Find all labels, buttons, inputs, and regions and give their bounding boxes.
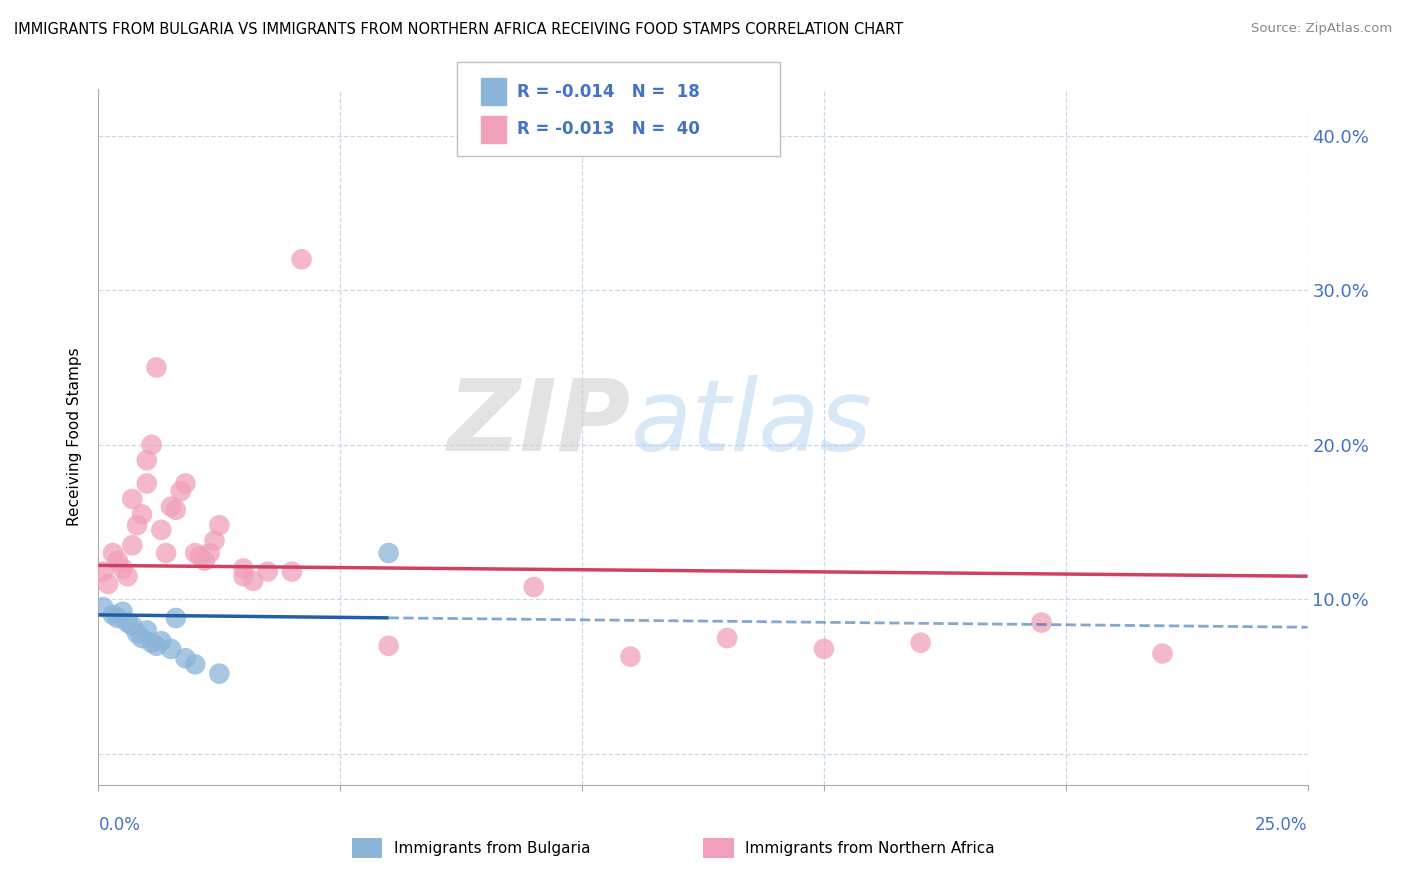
Text: 25.0%: 25.0% (1256, 816, 1308, 834)
Point (121, 618, 143, 632)
Point (256, 565, 278, 579)
Point (111, 605, 134, 619)
Text: ZIP: ZIP (447, 375, 630, 472)
Point (208, 666, 231, 681)
Point (117, 569, 139, 583)
Text: IMMIGRANTS FROM BULGARIA VS IMMIGRANTS FROM NORTHERN AFRICA RECEIVING FOOD STAMP: IMMIGRANTS FROM BULGARIA VS IMMIGRANTS F… (14, 22, 903, 37)
Point (97, 577, 120, 591)
Point (150, 523, 173, 537)
Point (208, 518, 231, 533)
Text: Immigrants from Northern Africa: Immigrants from Northern Africa (745, 841, 995, 855)
Text: R = -0.013   N =  40: R = -0.013 N = 40 (517, 120, 700, 138)
Point (91, 600, 114, 615)
Point (111, 561, 134, 575)
Point (290, 252, 312, 267)
Point (117, 615, 139, 630)
Point (150, 634, 173, 648)
Point (910, 636, 932, 650)
Point (198, 546, 221, 560)
Point (135, 476, 157, 491)
Point (131, 508, 153, 522)
Point (619, 649, 641, 664)
Point (184, 657, 207, 672)
Point (127, 626, 149, 640)
Point (184, 546, 207, 560)
Point (155, 546, 177, 560)
Text: R = -0.014   N =  18: R = -0.014 N = 18 (517, 83, 700, 101)
Text: Source: ZipAtlas.com: Source: ZipAtlas.com (1251, 22, 1392, 36)
Point (1031, 615, 1053, 630)
Point (174, 476, 197, 491)
Point (232, 561, 254, 575)
Point (242, 574, 264, 588)
Point (107, 554, 129, 568)
Point (160, 641, 183, 656)
Point (377, 639, 399, 653)
Point (135, 453, 157, 467)
Point (131, 631, 153, 645)
Point (281, 565, 304, 579)
Point (121, 538, 143, 552)
Point (204, 533, 226, 548)
Point (165, 502, 187, 516)
Point (165, 611, 187, 625)
Point (127, 518, 149, 533)
Text: atlas: atlas (630, 375, 872, 472)
Point (188, 549, 211, 563)
Point (101, 607, 124, 622)
Point (145, 360, 167, 375)
Point (232, 569, 254, 583)
Point (160, 500, 183, 514)
Y-axis label: Receiving Food Stamps: Receiving Food Stamps (67, 348, 83, 526)
Point (141, 636, 163, 650)
Point (107, 611, 129, 625)
Text: Immigrants from Bulgaria: Immigrants from Bulgaria (394, 841, 591, 855)
Point (174, 651, 197, 665)
Point (135, 624, 157, 638)
Point (141, 438, 163, 452)
Point (145, 639, 167, 653)
Point (194, 554, 217, 568)
Point (377, 546, 399, 560)
Point (91, 565, 114, 579)
Point (101, 546, 124, 560)
Point (813, 641, 835, 656)
Point (169, 484, 191, 499)
Point (523, 580, 546, 594)
Point (1152, 647, 1174, 661)
Text: 0.0%: 0.0% (98, 816, 141, 834)
Point (716, 631, 738, 645)
Point (121, 491, 143, 506)
